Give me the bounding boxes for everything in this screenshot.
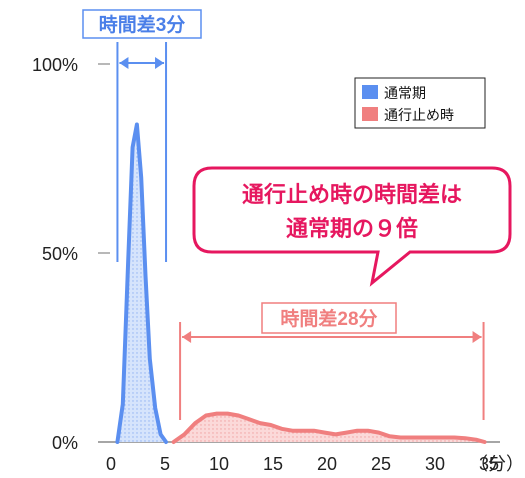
legend-label-normal: 通常期 (384, 85, 426, 101)
y-tick-label: 100% (32, 55, 78, 75)
legend-label-closure: 通行止め時 (384, 107, 454, 123)
normal-gap-label: 時間差3分 (99, 13, 186, 36)
axes: 0% 50% 100% 0 5 10 15 20 25 30 35（分） (32, 55, 524, 474)
normal-gap-arrow-left (119, 57, 129, 69)
x-tick-label: 20 (317, 454, 337, 474)
x-tick-label: 5 (160, 454, 170, 474)
legend-swatch-closure (362, 107, 378, 121)
series-line-0 (115, 122, 168, 444)
x-tick-label: 0 (106, 454, 116, 474)
normal-gap-arrow-right (155, 57, 165, 69)
y-tick-label: 0% (52, 433, 78, 453)
callout-bubble: 通行止め時の時間差は 通常期の９倍 (192, 166, 512, 287)
x-tick-label: 15 (263, 454, 283, 474)
legend: 通常期 通行止め時 (354, 77, 486, 129)
legend-swatch-normal (362, 85, 378, 99)
x-tick-label: 35 (479, 454, 499, 474)
callout-shape (192, 166, 512, 287)
closure-gap-arrow-right (472, 331, 482, 343)
closure-gap-arrow-left (182, 331, 192, 343)
closure-gap-label: 時間差28分 (280, 307, 377, 330)
x-tick-label: 25 (371, 454, 391, 474)
normal-gap-label-box: 時間差3分 (82, 9, 202, 39)
closure-gap-label-box: 時間差28分 (261, 302, 397, 334)
callout-line-2: 通常期の９倍 (286, 216, 418, 241)
callout-line-1: 通行止め時の時間差は (242, 182, 462, 207)
series-layer (115, 122, 487, 444)
x-tick-label: 30 (425, 454, 445, 474)
x-unit-label: （分） (470, 454, 524, 474)
y-tick-label: 50% (42, 244, 78, 264)
x-tick-label: 10 (209, 454, 229, 474)
annotations (116, 42, 485, 420)
series-line-1 (171, 411, 487, 444)
series-area-0 (117, 124, 167, 442)
